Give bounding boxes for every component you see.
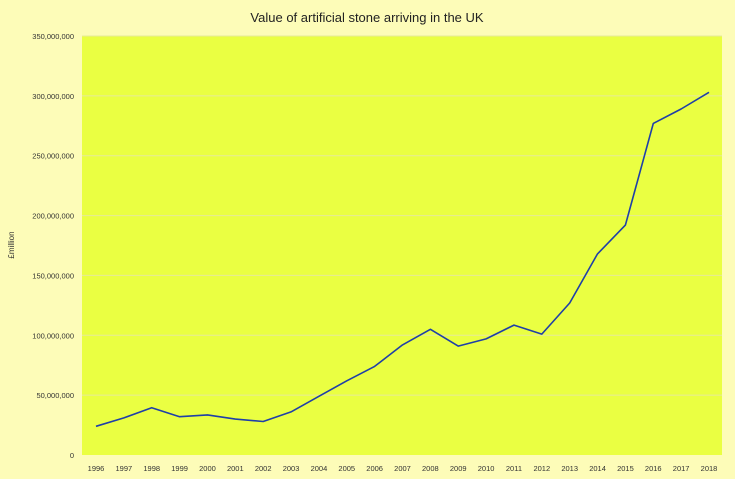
x-tick-label: 1997 bbox=[116, 464, 133, 473]
x-tick-label: 2015 bbox=[617, 464, 634, 473]
y-tick-label: 100,000,000 bbox=[32, 331, 74, 340]
x-tick-label: 2017 bbox=[673, 464, 690, 473]
gridlines bbox=[82, 35, 722, 396]
x-tick-label: 2010 bbox=[478, 464, 495, 473]
x-tick-label: 2002 bbox=[255, 464, 272, 473]
x-tick-label: 1996 bbox=[88, 464, 105, 473]
x-tick-label: 2009 bbox=[450, 464, 467, 473]
x-tick-label: 2016 bbox=[645, 464, 662, 473]
x-tick-label: 2001 bbox=[227, 464, 244, 473]
x-tick-label: 2005 bbox=[338, 464, 355, 473]
x-tick-label: 2013 bbox=[561, 464, 578, 473]
y-tick-label: 50,000,000 bbox=[36, 391, 74, 400]
chart-title: Value of artificial stone arriving in th… bbox=[250, 10, 483, 25]
y-tick-label: 350,000,000 bbox=[32, 32, 74, 41]
x-tick-label: 2007 bbox=[394, 464, 411, 473]
y-tick-label: 0 bbox=[70, 451, 74, 460]
y-tick-label: 250,000,000 bbox=[32, 152, 74, 161]
plot-area bbox=[82, 36, 722, 455]
x-tick-label: 2003 bbox=[283, 464, 300, 473]
y-tick-label: 150,000,000 bbox=[32, 271, 74, 280]
y-axis-ticks: 0 50,000,000 100,000,000 150,000,000 200,000… bbox=[32, 32, 74, 460]
y-tick-label: 300,000,000 bbox=[32, 92, 74, 101]
x-tick-label: 2018 bbox=[701, 464, 718, 473]
x-tick-label: 2006 bbox=[366, 464, 383, 473]
x-tick-label: 2004 bbox=[311, 464, 328, 473]
x-axis-ticks: 1996 1997 1998 1999 2000 2001 2002 2003 2004 2005… bbox=[88, 464, 718, 473]
y-tick-label: 200,000,000 bbox=[32, 212, 74, 221]
x-tick-label: 1999 bbox=[171, 464, 188, 473]
x-tick-label: 2014 bbox=[589, 464, 606, 473]
x-tick-label: 2012 bbox=[533, 464, 550, 473]
x-tick-label: 2011 bbox=[506, 464, 522, 473]
x-tick-label: 2008 bbox=[422, 464, 439, 473]
x-tick-label: 1998 bbox=[143, 464, 160, 473]
x-tick-label: 2000 bbox=[199, 464, 216, 473]
y-axis-label: £million bbox=[7, 231, 16, 258]
